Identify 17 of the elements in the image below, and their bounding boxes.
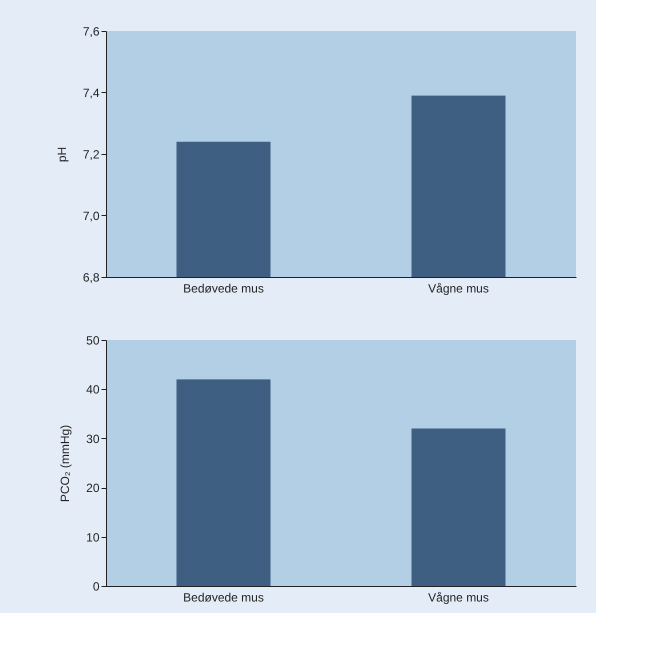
- y-tick-label: 7,4: [82, 86, 100, 100]
- x-tick-label: Bedøvede mus: [183, 282, 264, 296]
- y-tick-label: 7,2: [82, 148, 100, 162]
- y-axis-title: PCO₂ (mmHg): [58, 424, 72, 502]
- y-tick-label: 30: [86, 432, 100, 446]
- x-tick-label: Bedøvede mus: [183, 590, 264, 604]
- y-tick-label: 50: [86, 334, 100, 348]
- x-tick-label: Vågne mus: [428, 590, 489, 604]
- x-tick-label: Vågne mus: [428, 282, 489, 296]
- y-axis-title: pH: [54, 146, 69, 162]
- y-tick-label: 0: [92, 580, 100, 594]
- y-tick-label: 20: [86, 481, 100, 496]
- y-tick-label: 10: [86, 530, 100, 544]
- y-tick-label: 7,0: [82, 209, 100, 223]
- y-tick-label: 40: [86, 382, 100, 397]
- y-tick-label: 7,6: [82, 24, 100, 38]
- y-tick-label: 6,8: [82, 270, 100, 284]
